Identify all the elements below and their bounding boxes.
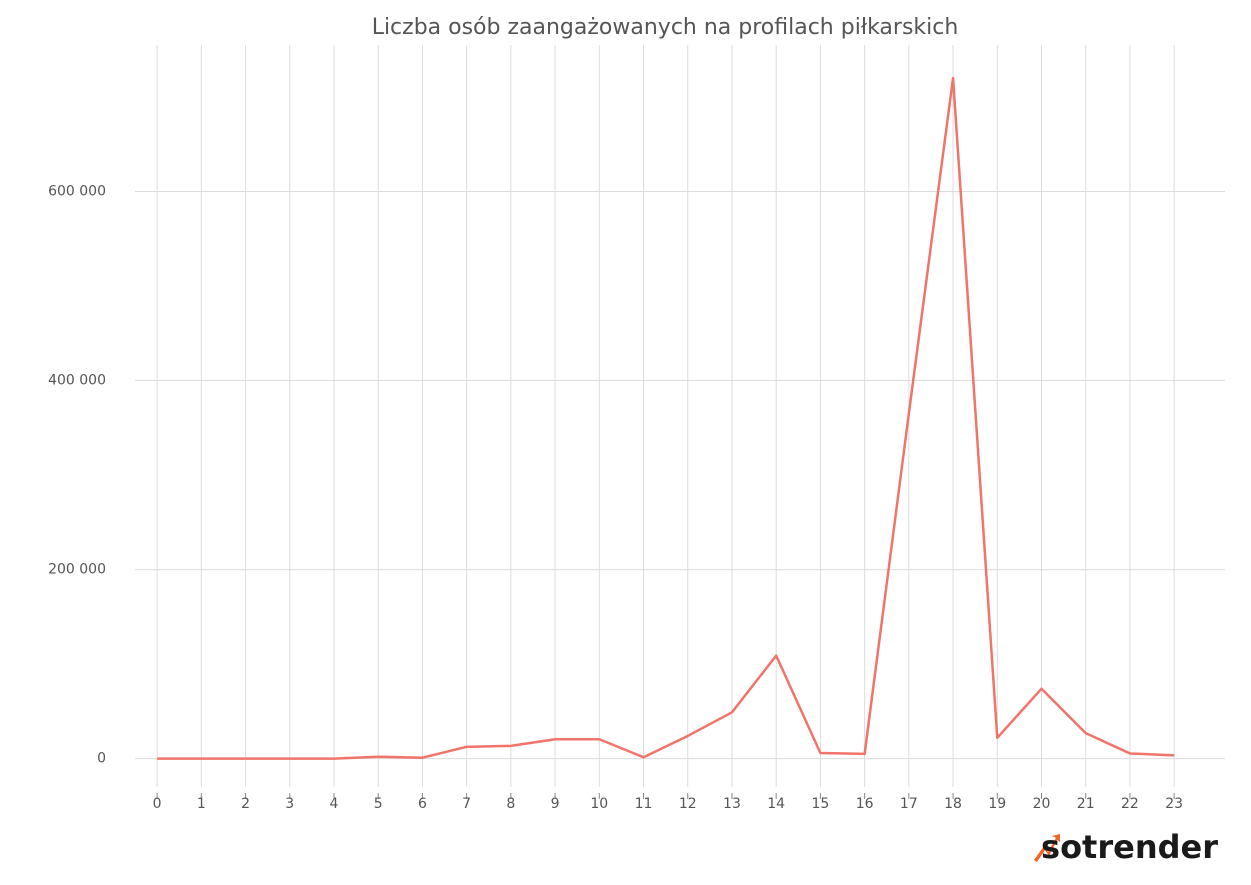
x-tick-label: 9 xyxy=(551,796,560,812)
x-tick-label: 16 xyxy=(856,796,874,812)
x-tick-label: 11 xyxy=(635,796,653,812)
x-tick-label: 22 xyxy=(1121,796,1139,812)
data-line xyxy=(157,76,1175,760)
x-tick-label: 2 xyxy=(241,796,250,812)
x-tick-label: 13 xyxy=(723,796,741,812)
y-tick-label: 400 000 xyxy=(48,373,106,389)
x-tick-label: 10 xyxy=(590,796,608,812)
x-tick-label: 8 xyxy=(506,796,515,812)
y-tick-label: 600 000 xyxy=(48,184,106,200)
x-tick-label: 12 xyxy=(679,796,697,812)
x-tick-label: 0 xyxy=(153,796,162,812)
x-tick-label: 15 xyxy=(811,796,829,812)
x-tick-label: 1 xyxy=(197,796,206,812)
x-tick-label: 7 xyxy=(462,796,471,812)
y-tick-label: 200 000 xyxy=(48,562,106,578)
x-tick-label: 14 xyxy=(767,796,785,812)
x-tick-label: 6 xyxy=(418,796,427,812)
chart-title: Liczba osób zaangażowanych na profilach … xyxy=(372,15,959,40)
x-tick-label: 21 xyxy=(1077,796,1095,812)
logo-text: sotrender xyxy=(1041,828,1218,866)
x-tick-label: 3 xyxy=(285,796,294,812)
x-tick-label: 20 xyxy=(1033,796,1051,812)
x-tick-label: 5 xyxy=(374,796,383,812)
x-tick-label: 23 xyxy=(1165,796,1183,812)
x-tick-label: 18 xyxy=(944,796,962,812)
logo: sotrender xyxy=(1034,828,1218,866)
x-tick-label: 19 xyxy=(988,796,1006,812)
x-tick-label: 4 xyxy=(330,796,339,812)
x-tick-label: 17 xyxy=(900,796,918,812)
logo-icon xyxy=(1034,834,1060,862)
y-tick-label: 0 xyxy=(97,751,106,767)
